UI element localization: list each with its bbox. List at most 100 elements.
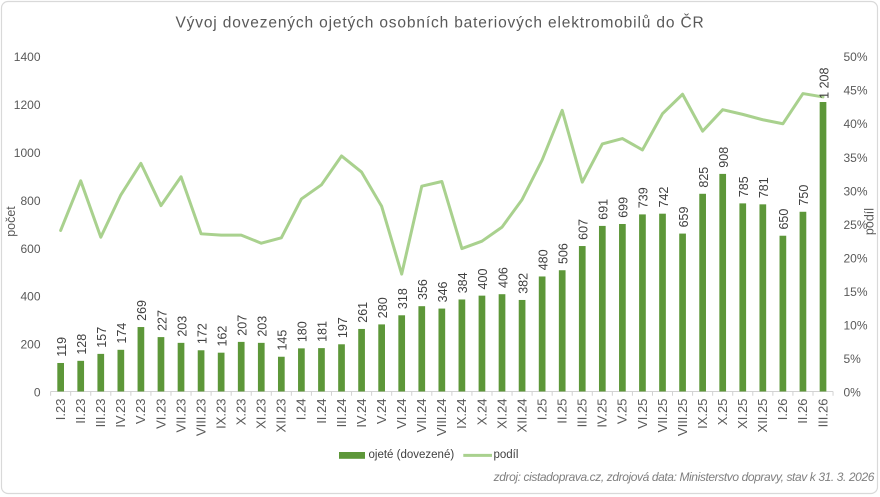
svg-text:480: 480 <box>536 249 550 270</box>
svg-text:zdroj: cistadoprava.cz, zdrojo: zdroj: cistadoprava.cz, zdrojová data: M… <box>493 470 875 484</box>
svg-text:781: 781 <box>757 177 771 198</box>
svg-text:40%: 40% <box>844 117 868 131</box>
svg-text:1 208: 1 208 <box>817 67 831 98</box>
svg-text:podíl: podíl <box>494 449 519 461</box>
svg-text:207: 207 <box>236 315 250 336</box>
svg-text:ojeté (dovezené): ojeté (dovezené) <box>369 449 455 461</box>
svg-text:I.25: I.25 <box>534 399 549 421</box>
svg-text:1400: 1400 <box>14 50 41 64</box>
svg-text:VIII.25: VIII.25 <box>675 399 690 437</box>
svg-text:739: 739 <box>637 187 651 208</box>
svg-text:506: 506 <box>557 243 571 264</box>
svg-text:XII.24: XII.24 <box>514 399 529 433</box>
svg-text:157: 157 <box>95 327 109 348</box>
svg-text:IV.25: IV.25 <box>595 399 610 428</box>
svg-text:1200: 1200 <box>14 98 41 112</box>
svg-text:XII.25: XII.25 <box>755 399 770 433</box>
svg-text:45%: 45% <box>844 84 868 98</box>
svg-text:318: 318 <box>396 288 410 309</box>
svg-text:počet: počet <box>4 206 18 237</box>
svg-text:II.23: II.23 <box>73 399 88 424</box>
svg-text:406: 406 <box>496 267 510 288</box>
svg-text:0: 0 <box>34 386 41 400</box>
svg-text:750: 750 <box>797 185 811 206</box>
svg-text:VI.23: VI.23 <box>153 399 168 429</box>
svg-text:200: 200 <box>20 338 40 352</box>
svg-text:VI.24: VI.24 <box>394 399 409 429</box>
svg-text:III.24: III.24 <box>334 399 349 428</box>
svg-text:V.25: V.25 <box>615 399 630 425</box>
svg-text:III.25: III.25 <box>575 399 590 428</box>
svg-text:280: 280 <box>376 297 390 318</box>
svg-text:15%: 15% <box>844 285 868 299</box>
svg-text:607: 607 <box>577 219 591 240</box>
svg-text:Vývoj dovezených ojetých osobn: Vývoj dovezených ojetých osobních bateri… <box>175 15 704 32</box>
svg-text:VIII.23: VIII.23 <box>193 399 208 437</box>
svg-text:400: 400 <box>20 290 40 304</box>
svg-text:I.23: I.23 <box>53 399 68 421</box>
svg-text:0%: 0% <box>844 386 862 400</box>
svg-text:III.23: III.23 <box>93 399 108 428</box>
svg-text:650: 650 <box>777 209 791 230</box>
svg-text:119: 119 <box>55 337 69 357</box>
svg-text:356: 356 <box>416 279 430 300</box>
svg-text:IX.25: IX.25 <box>695 399 710 429</box>
svg-text:785: 785 <box>737 176 751 197</box>
svg-text:50%: 50% <box>844 50 868 64</box>
svg-text:30%: 30% <box>844 184 868 198</box>
svg-text:908: 908 <box>717 147 731 168</box>
svg-text:II.26: II.26 <box>795 399 810 424</box>
svg-text:1000: 1000 <box>14 146 41 160</box>
svg-text:128: 128 <box>75 334 89 355</box>
svg-text:II.25: II.25 <box>555 399 570 424</box>
svg-text:10%: 10% <box>844 319 868 333</box>
svg-text:5%: 5% <box>844 352 862 366</box>
svg-text:IV.24: IV.24 <box>354 399 369 428</box>
svg-text:XI.23: XI.23 <box>254 399 269 429</box>
svg-text:400: 400 <box>476 269 490 290</box>
svg-text:800: 800 <box>20 194 40 208</box>
svg-text:203: 203 <box>256 316 270 337</box>
svg-text:203: 203 <box>175 316 189 337</box>
svg-text:145: 145 <box>276 330 290 351</box>
svg-text:V.23: V.23 <box>133 399 148 425</box>
svg-text:X.24: X.24 <box>474 399 489 426</box>
svg-text:XI.24: XI.24 <box>494 399 509 429</box>
svg-text:V.24: V.24 <box>374 399 389 425</box>
svg-text:IV.23: IV.23 <box>113 399 128 428</box>
svg-text:261: 261 <box>356 302 370 323</box>
svg-text:825: 825 <box>697 167 711 188</box>
svg-text:197: 197 <box>336 317 350 338</box>
svg-text:600: 600 <box>20 242 40 256</box>
svg-text:II.24: II.24 <box>314 399 329 424</box>
svg-text:XI.25: XI.25 <box>735 399 750 429</box>
svg-text:podíl: podíl <box>863 208 877 235</box>
svg-text:25%: 25% <box>844 218 868 232</box>
svg-text:IX.24: IX.24 <box>454 399 469 429</box>
svg-text:35%: 35% <box>844 151 868 165</box>
svg-text:III.26: III.26 <box>815 399 830 428</box>
svg-text:XII.23: XII.23 <box>274 399 289 433</box>
svg-text:VII.25: VII.25 <box>655 399 670 433</box>
svg-text:VIII.24: VIII.24 <box>434 399 449 437</box>
svg-text:VI.25: VI.25 <box>635 399 650 429</box>
svg-text:382: 382 <box>516 273 530 294</box>
svg-text:227: 227 <box>155 310 169 331</box>
svg-text:180: 180 <box>296 321 310 342</box>
svg-text:IX.23: IX.23 <box>213 399 228 429</box>
svg-text:172: 172 <box>195 323 209 344</box>
svg-text:162: 162 <box>215 326 229 347</box>
svg-text:691: 691 <box>597 199 611 220</box>
svg-text:659: 659 <box>677 206 691 227</box>
svg-text:X.23: X.23 <box>234 399 249 426</box>
svg-text:I.24: I.24 <box>294 399 309 421</box>
svg-text:699: 699 <box>617 197 631 218</box>
svg-text:174: 174 <box>115 323 129 344</box>
svg-text:384: 384 <box>456 272 470 293</box>
svg-text:VII.23: VII.23 <box>173 399 188 433</box>
svg-text:346: 346 <box>436 281 450 302</box>
svg-text:20%: 20% <box>844 251 868 265</box>
svg-text:X.25: X.25 <box>715 399 730 426</box>
svg-text:181: 181 <box>316 321 330 342</box>
svg-text:I.26: I.26 <box>775 399 790 421</box>
